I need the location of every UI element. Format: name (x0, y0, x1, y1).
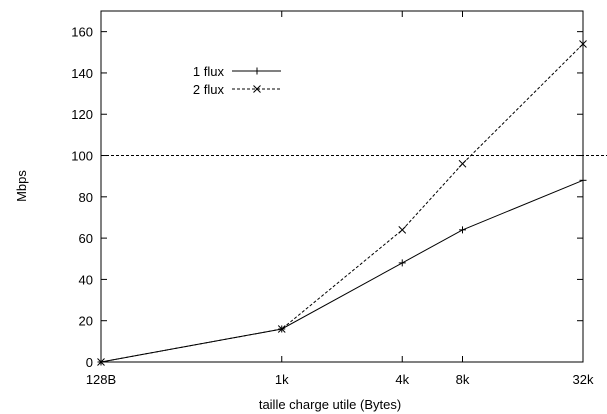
x-tick-label: 32k (573, 372, 594, 387)
point-marker (277, 325, 286, 333)
y-tick-label: 80 (79, 190, 93, 205)
y-tick-label: 140 (71, 66, 93, 81)
series-group (97, 40, 587, 366)
legend-label: 2 flux (193, 82, 225, 97)
point-marker (458, 159, 467, 168)
series-1 (97, 176, 587, 366)
legend: 1 flux 2 flux (193, 64, 281, 97)
y-tick-label: 120 (71, 107, 93, 122)
y-tick-label: 160 (71, 25, 93, 40)
x-tick-label: 128B (86, 372, 116, 387)
series-line (100, 43, 584, 363)
y-tick-label: 100 (71, 149, 93, 164)
y-tick-label: 0 (86, 355, 93, 370)
point-marker (398, 226, 407, 234)
y-axis-title: Mbps (14, 170, 29, 202)
plot-frame (100, 10, 584, 363)
series-line (100, 179, 584, 363)
legend-label: 1 flux (193, 64, 225, 79)
y-tick-label: 40 (79, 272, 93, 287)
x-tick-label: 1k (275, 372, 289, 387)
x-axis: 128B 1k 4k 8k 32k (86, 11, 594, 387)
point-marker (579, 40, 587, 48)
point-marker (97, 358, 105, 366)
x-axis-title: taille charge utile (Bytes) (259, 397, 401, 412)
point-marker (253, 85, 261, 93)
y-tick-label: 20 (79, 314, 93, 329)
series-2 (97, 40, 587, 366)
y-axis: 0 20 40 60 80 100 120 140 160 (71, 25, 583, 370)
y-tick-label: 60 (79, 231, 93, 246)
x-tick-label: 8k (456, 372, 470, 387)
x-tick-label: 4k (395, 372, 409, 387)
